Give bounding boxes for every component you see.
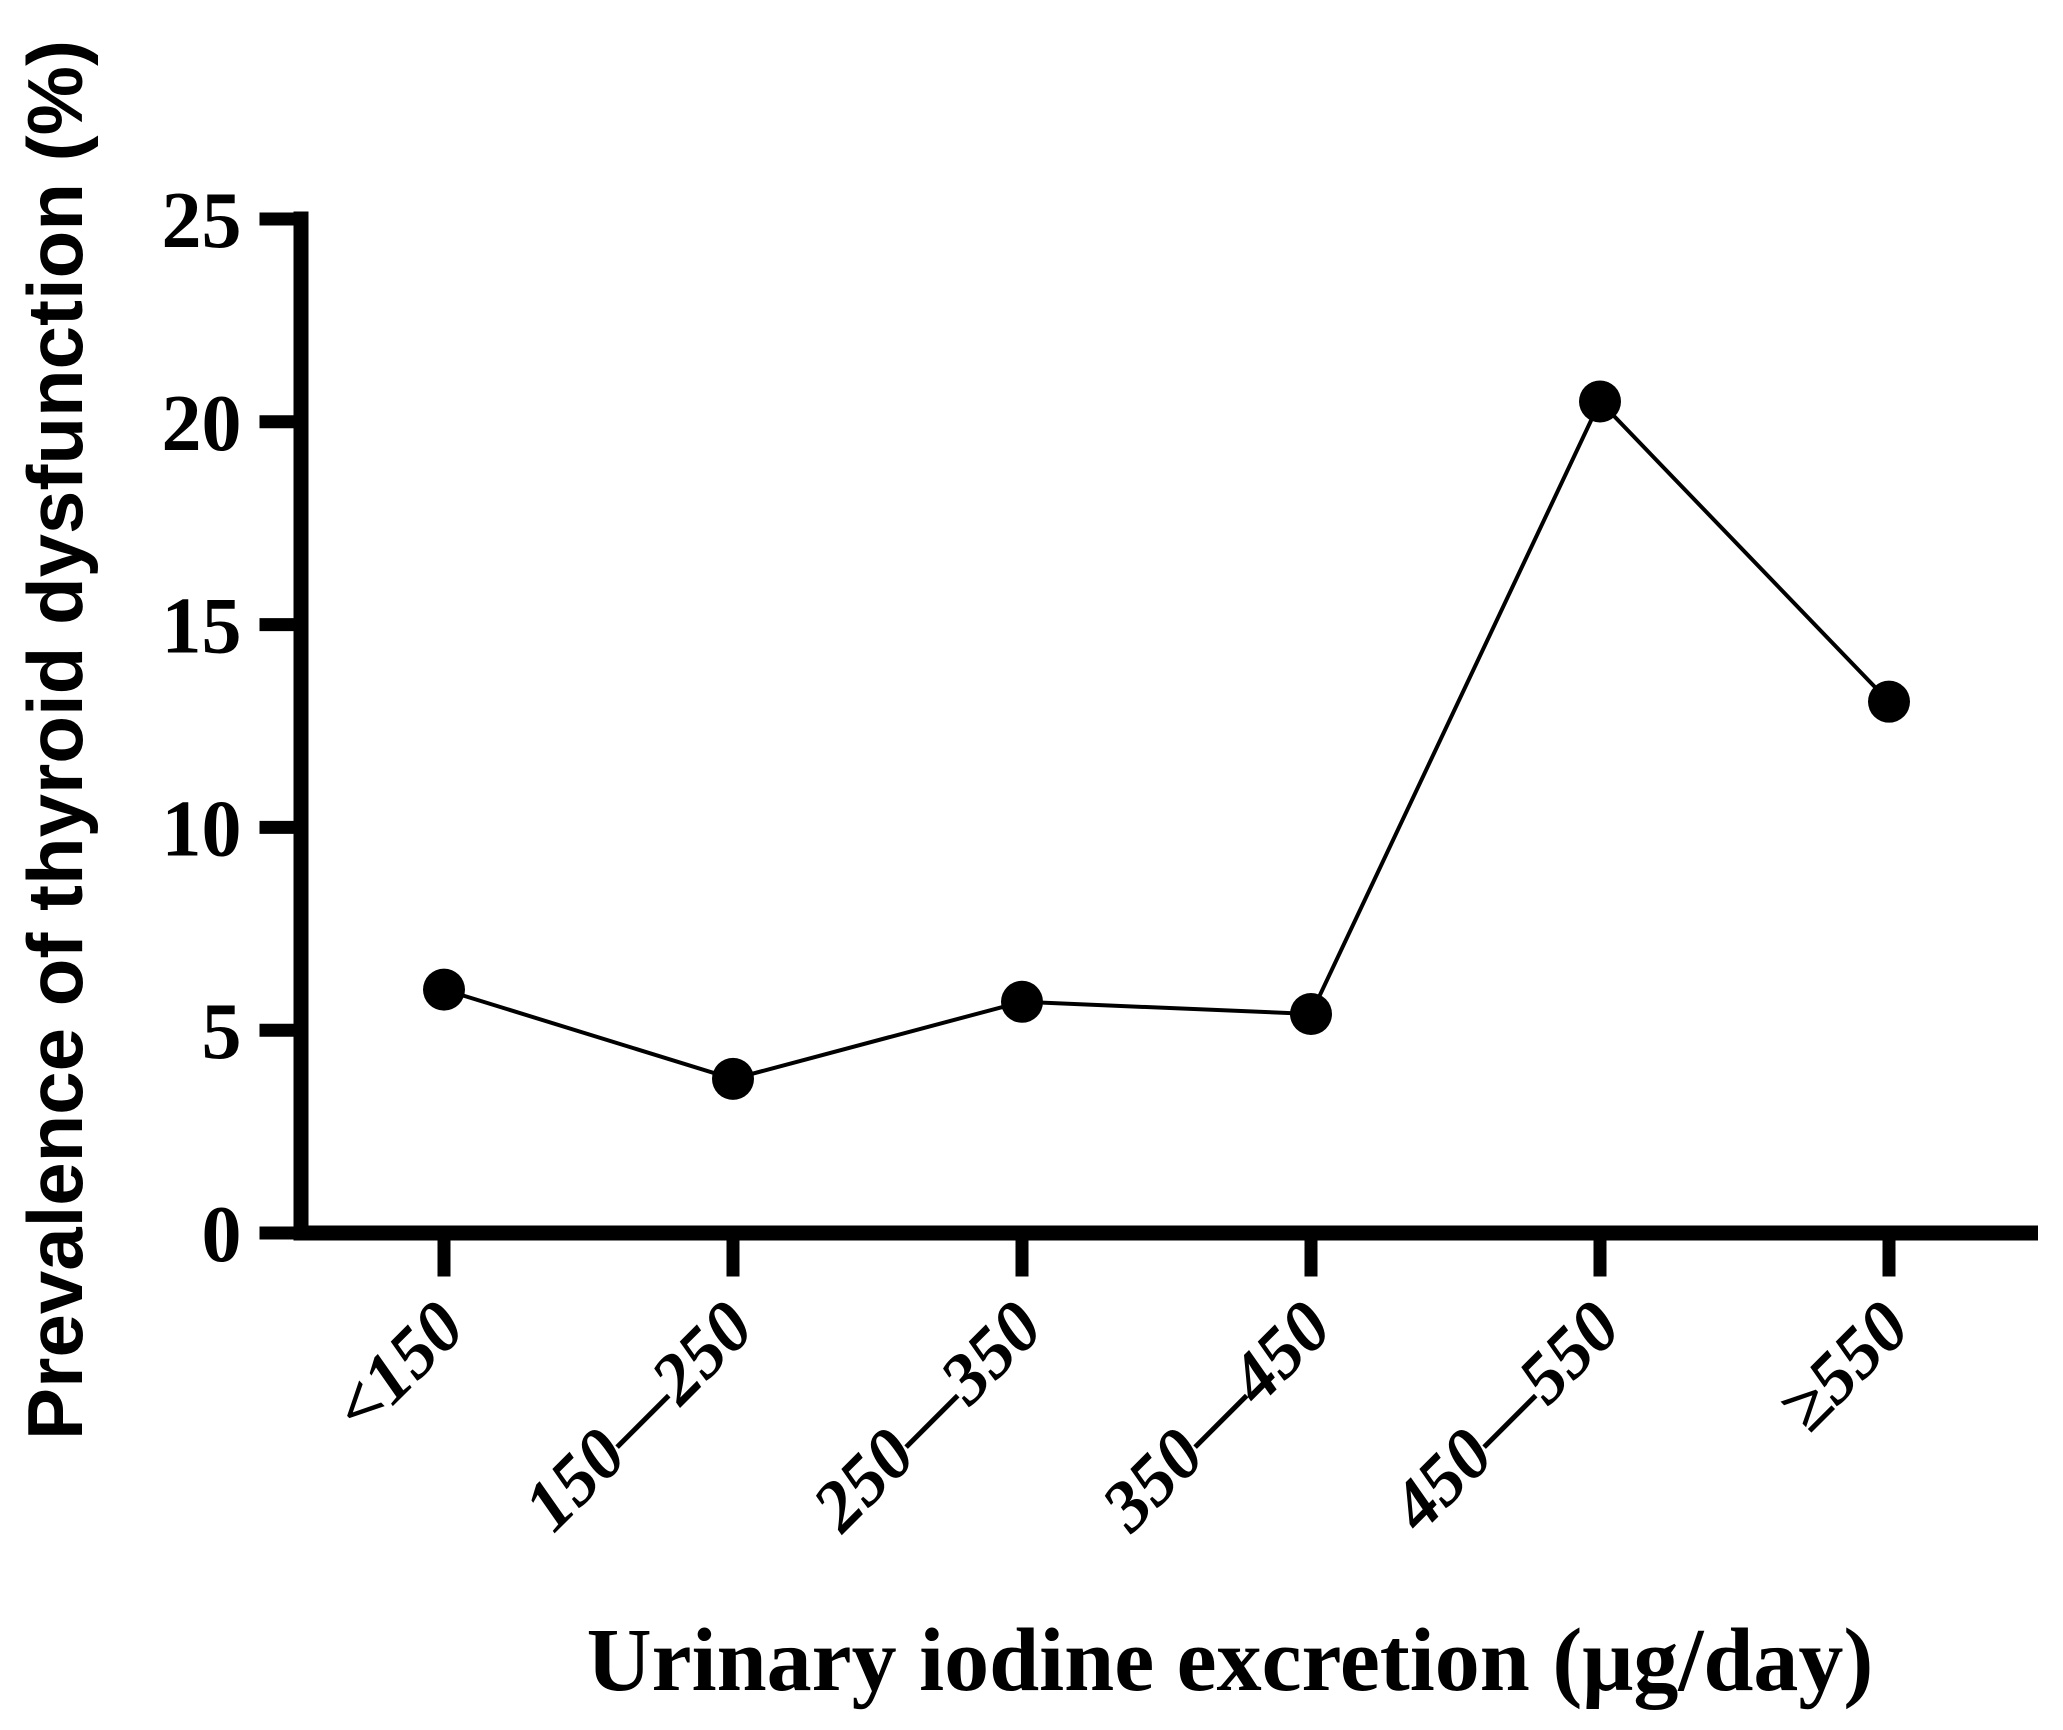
x-category-label: <150 bbox=[317, 1286, 479, 1448]
data-point bbox=[1579, 380, 1621, 423]
data-point bbox=[423, 968, 465, 1011]
data-point bbox=[1001, 980, 1043, 1023]
x-category-label: ≥550 bbox=[1763, 1286, 1924, 1447]
x-axis-title: Urinary iodine excretion (μg/day) bbox=[587, 1611, 1874, 1710]
y-tick-label: 20 bbox=[162, 380, 242, 468]
x-category-label: 250—350 bbox=[796, 1286, 1057, 1547]
x-category-label: 350—450 bbox=[1085, 1286, 1346, 1547]
series bbox=[423, 380, 1910, 1100]
y-tick-label: 15 bbox=[162, 583, 242, 671]
y-tick-label: 5 bbox=[202, 988, 242, 1076]
data-point bbox=[712, 1057, 754, 1100]
y-tick-label: 25 bbox=[162, 177, 242, 265]
x-category-label: 150—250 bbox=[508, 1286, 768, 1546]
y-axis-title: Prevalence of thyroid dysfunction (%) bbox=[11, 40, 99, 1440]
x-category-label: 450—550 bbox=[1374, 1286, 1636, 1548]
data-point bbox=[1868, 680, 1910, 723]
series-line bbox=[443, 398, 1891, 1081]
y-tick-label: 10 bbox=[162, 785, 242, 873]
axes: 0 5 10 15 20 25 <150 150—250 250—350 350—450 450—5… bbox=[162, 177, 2038, 1548]
data-point bbox=[1290, 992, 1332, 1035]
y-tick-label: 0 bbox=[202, 1191, 242, 1279]
